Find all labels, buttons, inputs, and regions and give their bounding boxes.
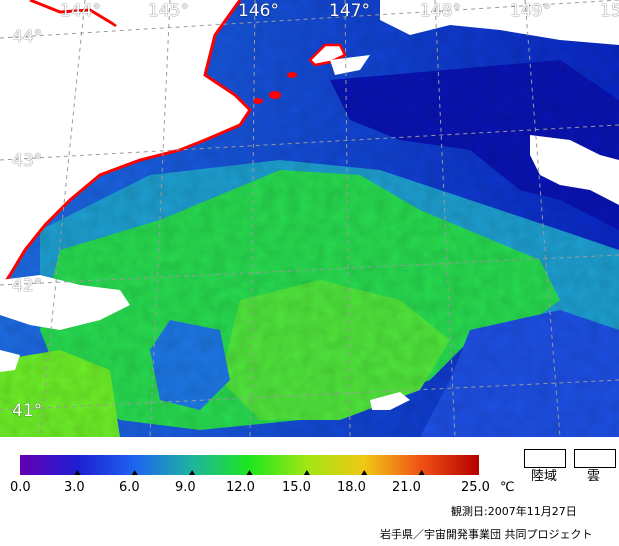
cloud-kurile (330, 55, 370, 75)
island-small-3 (253, 98, 263, 104)
colorbar-tick-0: 0.0 (10, 480, 31, 495)
coastline (0, 0, 252, 291)
colorbar-gradient (20, 455, 479, 475)
lon-label-147: 147° (329, 1, 370, 21)
island-kunashiri (308, 43, 347, 67)
colorbar-tick-mark (361, 470, 368, 475)
colorbar-tick-1: 3.0 (64, 480, 85, 495)
colorbar-unit: ℃ (500, 480, 515, 495)
cloud-northwest (110, 0, 200, 40)
lat-label-43: 43° (12, 151, 43, 171)
cloud-southwest (0, 275, 130, 330)
lon-label-144: 144° (60, 1, 101, 21)
cloud-east (530, 135, 619, 205)
lon-label-146: 146° (238, 1, 279, 21)
island-small-2 (269, 91, 281, 99)
colorbar-tick-6: 18.0 (337, 480, 366, 495)
colorbar-tick-4: 12.0 (226, 480, 255, 495)
lon-label-149: 149° (510, 1, 551, 21)
colorbar-tick-3: 9.0 (175, 480, 196, 495)
land-legend-swatch (524, 449, 566, 468)
colorbar-tick-8: 25.0 (461, 480, 490, 495)
colorbar (20, 455, 479, 475)
colorbar-tick-mark (74, 470, 81, 475)
island-small-1 (287, 72, 297, 78)
colorbar-tick-5: 15.0 (282, 480, 311, 495)
lat-label-42: 42° (12, 276, 43, 296)
credit-line: 岩手県／宇宙開発事業団 共同プロジェクト (380, 528, 593, 541)
colorbar-tick-mark (303, 470, 310, 475)
cloud-legend-swatch (574, 449, 616, 468)
lon-label-145: 145° (148, 1, 189, 21)
cloud-south (370, 392, 410, 410)
graticule (0, 0, 619, 437)
lon-label-150: 15 (600, 1, 619, 21)
colorbar-tick-mark (418, 470, 425, 475)
colorbar-tick-7: 21.0 (392, 480, 421, 495)
lon-label-148: 148° (420, 1, 461, 21)
cloud-legend-label: 雲 (587, 469, 601, 484)
cloud-west-small (0, 350, 20, 372)
lat-label-41: 41° (12, 401, 43, 421)
sst-map (0, 0, 619, 437)
land-hokkaido (0, 0, 250, 290)
colorbar-tick-mark (189, 470, 196, 475)
colorbar-tick-mark (131, 470, 138, 475)
land-legend-label: 陸域 (531, 469, 558, 484)
observation-date: 観測日:2007年11月27日 (451, 505, 577, 518)
colorbar-tick-mark (246, 470, 253, 475)
colorbar-tick-2: 6.0 (119, 480, 140, 495)
lat-label-44: 44° (12, 27, 43, 47)
